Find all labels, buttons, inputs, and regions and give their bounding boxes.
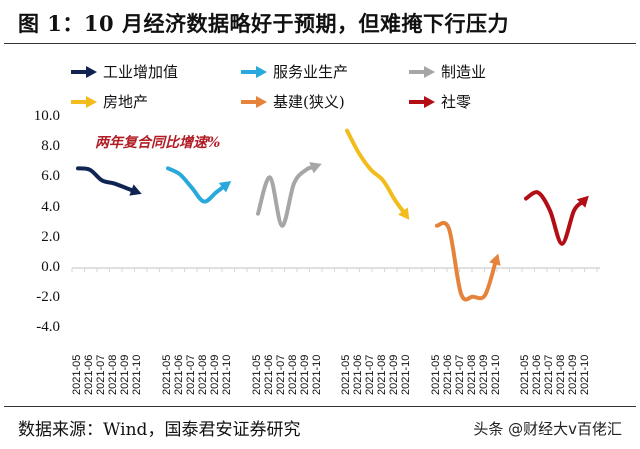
x-tick-label: 2021-06 [442, 354, 454, 395]
y-tick-label: 10.0 [33, 108, 60, 124]
x-tick-label: 2021-06 [173, 354, 185, 395]
arrowhead-icon [309, 162, 322, 174]
series-line [166, 166, 227, 204]
chart-annotation: 两年复合同比增速% [95, 135, 221, 151]
title-divider [4, 43, 636, 44]
legend: 工业增加值 服务业生产 制造业房地产 基建(狭义) 社零 [0, 58, 640, 118]
arrow-icon [409, 95, 435, 108]
x-tick-label: 2021-09 [299, 354, 311, 395]
x-tick-label: 2021-10 [131, 354, 143, 395]
legend-item: 社零 [408, 91, 471, 112]
y-tick-label: -4.0 [36, 319, 60, 336]
y-tick-label: 4.0 [41, 198, 60, 215]
x-tick-label: 2021-05 [251, 354, 263, 395]
series-line [256, 165, 316, 228]
x-tick-label: 2021-05 [161, 354, 173, 395]
x-tick-label: 2021-07 [185, 354, 197, 395]
legend-label: 工业增加值 [103, 63, 179, 81]
series-line [524, 190, 585, 246]
x-tick-label: 2021-08 [555, 354, 567, 395]
x-tick-label: 2021-09 [567, 354, 579, 395]
y-tick-label: 6.0 [41, 168, 60, 185]
x-tick-label: 2021-10 [490, 354, 502, 395]
x-tick-label: 2021-07 [543, 354, 555, 395]
legend-item: 服务业生产 [240, 61, 348, 82]
y-tick-label: -2.0 [36, 289, 60, 306]
legend-label: 房地产 [103, 93, 149, 111]
legend-item: 基建(狭义) [240, 91, 345, 112]
figure-title: 图 1：10 月经济数据略好于预期，但难掩下行压力 [18, 11, 509, 36]
x-tick-label: 2021-09 [388, 354, 400, 395]
legend-item: 制造业 [408, 61, 486, 82]
legend-label: 社零 [441, 93, 472, 111]
arrow-icon [71, 65, 97, 78]
legend-label: 制造业 [441, 63, 487, 81]
x-tick-label: 2021-10 [400, 354, 412, 395]
x-tick-label: 2021-08 [107, 354, 119, 395]
x-tick-label: 2021-06 [263, 354, 275, 395]
series-line [345, 128, 407, 215]
data-source: 数据来源：Wind，国泰君安证券研究 [18, 420, 301, 440]
x-tick-label: 2021-08 [287, 354, 299, 395]
arrow-icon [241, 95, 267, 108]
x-tick-label: 2021-05 [340, 354, 352, 395]
x-tick-label: 2021-05 [430, 354, 442, 395]
arrowhead-icon [576, 195, 589, 208]
x-tick-label: 2021-09 [119, 354, 131, 395]
arrowhead-icon [218, 181, 232, 193]
x-tick-label: 2021-06 [83, 354, 95, 395]
x-tick-label: 2021-10 [311, 354, 323, 395]
x-tick-label: 2021-06 [352, 354, 364, 395]
arrow-icon [71, 95, 97, 108]
x-tick-label: 2021-10 [579, 354, 591, 395]
x-tick-label: 2021-05 [519, 354, 531, 395]
y-tick-label: 0.0 [41, 259, 60, 275]
x-tick-label: 2021-08 [466, 354, 478, 395]
x-tick-label: 2021-07 [95, 354, 107, 395]
x-tick-label: 2021-05 [71, 354, 83, 395]
x-tick-label: 2021-08 [376, 354, 388, 395]
x-tick-label: 2021-07 [275, 354, 287, 395]
y-tick-label: 2.0 [41, 228, 60, 245]
x-tick-label: 2021-08 [197, 354, 209, 395]
x-tick-label: 2021-09 [209, 354, 221, 395]
x-tick-label: 2021-06 [531, 354, 543, 395]
arrowhead-icon [129, 184, 142, 196]
arrowhead-icon [489, 253, 501, 266]
legend-label: 基建(狭义) [273, 93, 345, 111]
legend-item: 工业增加值 [70, 61, 178, 82]
arrowhead-icon [398, 207, 410, 220]
arrow-icon [241, 65, 267, 78]
y-tick-label: 8.0 [41, 138, 60, 155]
series-line [435, 220, 498, 302]
series-line [76, 166, 136, 193]
x-tick-label: 2021-10 [221, 354, 233, 395]
arrow-icon [409, 65, 435, 78]
x-tick-label: 2021-09 [478, 354, 490, 395]
legend-item: 房地产 [70, 91, 148, 112]
x-tick-label: 2021-07 [454, 354, 466, 395]
legend-label: 服务业生产 [273, 63, 349, 81]
x-tick-label: 2021-07 [364, 354, 376, 395]
footer-divider [4, 406, 636, 407]
watermark: 头条 @财经大v百佬汇 [473, 420, 622, 438]
